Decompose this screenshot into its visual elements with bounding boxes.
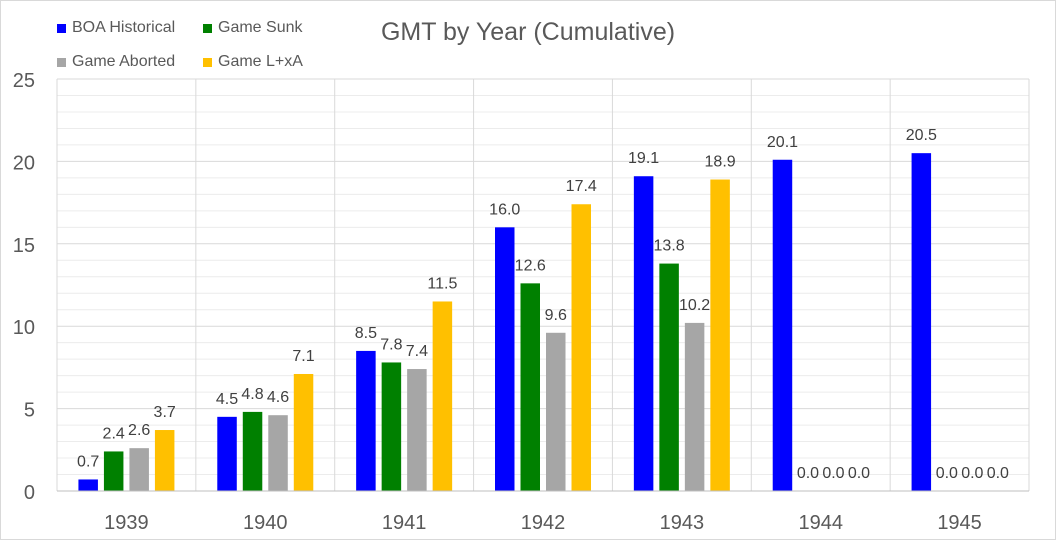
bar xyxy=(495,227,515,491)
bar xyxy=(772,159,793,491)
data-label: 3.7 xyxy=(154,404,176,421)
data-label: 0.0 xyxy=(848,465,870,482)
data-label: 19.1 xyxy=(628,150,659,167)
x-tick-label: 1939 xyxy=(104,512,149,534)
data-label: 18.9 xyxy=(705,154,736,171)
x-tick-label: 1942 xyxy=(521,512,566,534)
bar xyxy=(407,369,427,491)
bar xyxy=(520,283,540,491)
bar xyxy=(381,362,402,491)
legend-swatch-game-lxa xyxy=(203,57,212,67)
bar xyxy=(659,263,679,491)
data-label: 17.4 xyxy=(566,178,597,195)
bar xyxy=(154,430,175,491)
y-tick-label: 10 xyxy=(13,317,35,339)
x-tick-label: 1945 xyxy=(937,512,982,534)
x-tick-label: 1943 xyxy=(660,512,705,534)
y-tick-label: 0 xyxy=(24,482,35,504)
y-tick-label: 25 xyxy=(13,70,35,92)
data-label: 20.5 xyxy=(906,127,937,144)
chart-legend: BOA Historical Game Sunk Game Aborted Ga… xyxy=(57,15,357,75)
bar xyxy=(129,448,149,491)
data-label: 4.6 xyxy=(267,389,289,406)
data-label: 20.1 xyxy=(767,134,798,151)
legend-label-boa-historical: BOA Historical xyxy=(72,19,176,36)
bar xyxy=(432,301,453,491)
chart-title: GMT by Year (Cumulative) xyxy=(380,18,676,46)
bar xyxy=(710,179,730,491)
data-label: 0.7 xyxy=(77,453,99,470)
x-tick-label: 1940 xyxy=(243,512,288,534)
legend-label-game-sunk: Game Sunk xyxy=(218,19,303,36)
legend-label-game-lxa: Game L+xA xyxy=(218,53,303,70)
data-label: 7.8 xyxy=(380,336,402,353)
data-label: 2.6 xyxy=(128,422,150,439)
bar xyxy=(546,332,566,491)
data-label: 4.8 xyxy=(241,386,263,403)
x-tick-label: 1941 xyxy=(382,512,427,534)
legend-swatch-boa-historical xyxy=(57,23,66,33)
bar xyxy=(217,416,237,491)
data-label: 4.5 xyxy=(216,391,238,408)
data-label: 0.0 xyxy=(987,465,1009,482)
data-label: 0.0 xyxy=(936,465,958,482)
y-tick-label: 5 xyxy=(24,400,35,422)
legend-item-game-aborted: Game Aborted xyxy=(57,53,175,71)
data-label: 0.0 xyxy=(797,465,819,482)
bar xyxy=(268,415,288,491)
bar xyxy=(78,479,98,491)
bar xyxy=(356,350,376,491)
data-label: 0.0 xyxy=(822,465,844,482)
bar xyxy=(293,373,314,491)
bar xyxy=(911,153,932,491)
legend-swatch-game-aborted xyxy=(57,57,66,67)
data-label: 8.5 xyxy=(355,325,377,342)
legend-item-game-sunk: Game Sunk xyxy=(203,19,302,37)
data-label: 2.4 xyxy=(103,425,125,442)
data-label: 11.5 xyxy=(427,275,457,292)
data-label: 13.8 xyxy=(654,238,685,255)
legend-item-game-lxa: Game L+xA xyxy=(203,53,303,71)
legend-item-boa-historical: BOA Historical xyxy=(57,19,175,37)
data-label: 9.6 xyxy=(545,307,567,324)
bar xyxy=(684,322,705,491)
y-tick-label: 20 xyxy=(13,152,35,174)
data-label: 10.2 xyxy=(679,297,710,314)
bar xyxy=(242,411,263,491)
data-label: 7.1 xyxy=(292,348,314,365)
data-label: 12.6 xyxy=(515,257,546,274)
bar xyxy=(633,176,654,491)
data-label: 0.0 xyxy=(961,465,983,482)
bar xyxy=(571,204,591,492)
x-tick-label: 1944 xyxy=(798,512,843,534)
legend-swatch-game-sunk xyxy=(203,23,212,33)
y-tick-label: 15 xyxy=(13,235,35,257)
legend-label-game-aborted: Game Aborted xyxy=(72,53,176,70)
data-label: 7.4 xyxy=(406,343,428,360)
data-label: 16.0 xyxy=(489,201,520,218)
bar xyxy=(103,451,124,491)
